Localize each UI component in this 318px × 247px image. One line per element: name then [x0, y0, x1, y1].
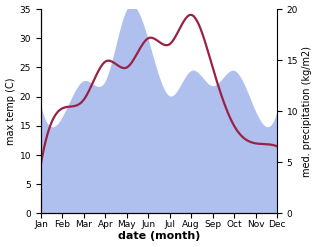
Y-axis label: max temp (C): max temp (C) — [5, 78, 16, 145]
X-axis label: date (month): date (month) — [118, 231, 200, 242]
Y-axis label: med. precipitation (kg/m2): med. precipitation (kg/m2) — [302, 46, 313, 177]
